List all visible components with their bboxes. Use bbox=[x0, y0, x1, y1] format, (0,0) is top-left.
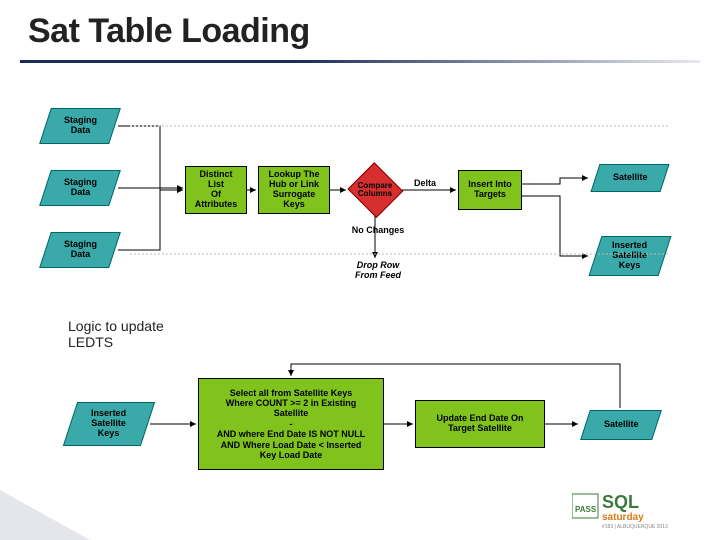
node-staging-3: StagingData bbox=[39, 232, 121, 268]
node-inserted-keys-top: InsertedSatelliteKeys bbox=[589, 236, 672, 276]
node-satellite-top-label: Satellite bbox=[613, 173, 648, 183]
logo-line2: saturday bbox=[602, 512, 644, 523]
node-update-label: Update End Date OnTarget Satellite bbox=[436, 414, 523, 434]
node-select-label: Select all from Satellite KeysWhere COUN… bbox=[217, 388, 366, 460]
node-lookup: Lookup TheHub or LinkSurrogateKeys bbox=[258, 166, 330, 214]
node-staging-2: StagingData bbox=[39, 170, 121, 206]
node-insert: Insert IntoTargets bbox=[458, 170, 522, 210]
node-satellite-bottom-label: Satellite bbox=[604, 420, 639, 430]
node-distinct: DistinctListOfAttributes bbox=[185, 166, 247, 214]
node-satellite-top: Satellite bbox=[590, 164, 669, 192]
node-staging-1: StagingData bbox=[39, 108, 121, 144]
caption-ledts: Logic to updateLEDTS bbox=[68, 318, 164, 350]
node-satellite-bottom: Satellite bbox=[580, 410, 662, 440]
node-select: Select all from Satellite KeysWhere COUN… bbox=[198, 378, 384, 470]
no-changes-label: No Changes bbox=[348, 225, 408, 235]
node-staging-3-label: StagingData bbox=[64, 240, 97, 260]
logo-sql-saturday: PASS SQL saturday #183 | ALBUQUERQUE 201… bbox=[572, 492, 702, 530]
node-inserted-keys-bottom: InsertedSatelliteKeys bbox=[63, 402, 155, 446]
node-compare: CompareColumns bbox=[346, 163, 404, 217]
delta-label: Delta bbox=[414, 178, 436, 188]
node-staging-2-label: StagingData bbox=[64, 178, 97, 198]
node-insert-label: Insert IntoTargets bbox=[468, 180, 512, 200]
node-compare-label: CompareColumns bbox=[358, 182, 393, 199]
node-distinct-label: DistinctListOfAttributes bbox=[195, 170, 238, 210]
node-update: Update End Date OnTarget Satellite bbox=[415, 400, 545, 448]
logo-pass: PASS bbox=[575, 505, 597, 514]
logo-line1: SQL bbox=[602, 492, 639, 512]
node-inserted-keys-top-label: InsertedSatelliteKeys bbox=[612, 241, 647, 271]
node-staging-1-label: StagingData bbox=[64, 116, 97, 136]
node-inserted-keys-bottom-label: InsertedSatelliteKeys bbox=[91, 409, 126, 439]
node-lookup-label: Lookup TheHub or LinkSurrogateKeys bbox=[269, 170, 320, 210]
slide-title: Sat Table Loading bbox=[28, 12, 310, 51]
logo-sub: #183 | ALBUQUERQUE 2013 bbox=[602, 524, 668, 530]
accent-triangle bbox=[0, 490, 90, 540]
drop-row-label: Drop RowFrom Feed bbox=[345, 260, 411, 280]
title-underline bbox=[20, 60, 700, 63]
